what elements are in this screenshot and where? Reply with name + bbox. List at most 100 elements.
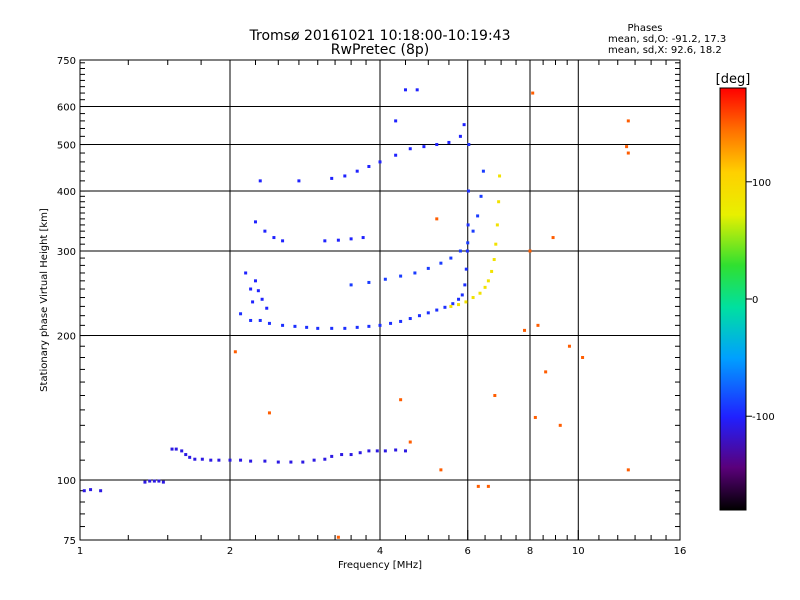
- data-point: [476, 214, 480, 218]
- data-point: [253, 220, 257, 224]
- data-point: [349, 237, 353, 241]
- colorbar-tick-label: 0: [752, 295, 758, 306]
- data-point: [449, 304, 453, 308]
- series-isolated-echoes: [233, 91, 630, 539]
- data-point: [464, 267, 468, 271]
- data-point: [378, 323, 382, 327]
- data-point: [523, 328, 527, 332]
- colorbar-tick-label: -100: [752, 412, 775, 423]
- data-point: [486, 484, 490, 488]
- data-point: [471, 296, 475, 300]
- data-point: [330, 454, 334, 458]
- data-point: [626, 468, 630, 472]
- data-point: [451, 302, 455, 306]
- data-point: [426, 311, 430, 315]
- data-point: [267, 321, 271, 325]
- y-tick-label: 500: [57, 141, 76, 152]
- data-point: [305, 325, 309, 329]
- data-point: [457, 303, 461, 307]
- data-point: [340, 453, 344, 457]
- data-point: [89, 488, 93, 492]
- data-point: [399, 398, 403, 402]
- data-point: [170, 447, 174, 451]
- data-point: [217, 458, 221, 462]
- data-point: [478, 291, 482, 295]
- data-point: [281, 323, 285, 327]
- data-point: [498, 174, 502, 178]
- data-point: [265, 306, 269, 310]
- x-tick-label: 1: [77, 546, 83, 557]
- y-tick-label: 200: [57, 332, 76, 343]
- data-point: [228, 458, 232, 462]
- x-axis-label: Frequency [MHz]: [338, 560, 422, 571]
- data-point: [458, 134, 462, 138]
- data-point: [184, 453, 188, 457]
- data-point: [253, 279, 257, 283]
- data-point: [258, 179, 262, 183]
- x-tick-label: 16: [674, 546, 687, 557]
- data-point: [358, 451, 362, 455]
- y-axis-label: Stationary phase Virtual Height [km]: [39, 208, 50, 392]
- data-point: [439, 468, 443, 472]
- data-point: [323, 239, 327, 243]
- data-point: [148, 479, 152, 483]
- data-point: [249, 287, 253, 291]
- data-point: [263, 229, 267, 233]
- data-point: [471, 229, 475, 233]
- data-point: [383, 277, 387, 281]
- data-point: [161, 480, 165, 484]
- data-point: [551, 236, 555, 240]
- data-point: [399, 274, 403, 278]
- data-point: [260, 297, 264, 301]
- data-point: [413, 271, 417, 275]
- data-point: [355, 169, 359, 173]
- data-point: [544, 370, 548, 374]
- data-point: [408, 440, 412, 444]
- data-point: [289, 460, 293, 464]
- data-point: [399, 319, 403, 323]
- data-point: [239, 312, 243, 316]
- data-point: [378, 160, 382, 164]
- data-point: [625, 145, 629, 149]
- data-point: [483, 285, 487, 289]
- data-point: [323, 457, 327, 461]
- data-point: [258, 318, 262, 322]
- data-point: [463, 283, 467, 287]
- data-point: [497, 200, 501, 204]
- data-point: [435, 308, 439, 312]
- data-point: [389, 321, 393, 325]
- data-point: [458, 249, 462, 253]
- data-point: [567, 344, 571, 348]
- x-tick-label: 4: [377, 546, 383, 557]
- data-point: [193, 457, 197, 461]
- data-point: [383, 449, 387, 453]
- series-spread-f-echoes: [244, 88, 466, 310]
- data-point: [301, 460, 305, 464]
- data-point: [375, 449, 379, 453]
- data-point: [293, 324, 297, 328]
- data-point: [426, 266, 430, 270]
- y-tick-label: 600: [57, 103, 76, 114]
- data-point: [626, 151, 630, 155]
- data-point: [394, 153, 398, 157]
- data-point: [449, 256, 453, 260]
- data-point: [447, 140, 451, 144]
- y-tick-label: 750: [57, 56, 76, 67]
- data-point: [367, 449, 371, 453]
- data-point: [336, 535, 340, 539]
- data-point: [457, 297, 461, 301]
- data-point: [581, 355, 585, 359]
- series-f-layer-upper-o-trace: [349, 169, 485, 287]
- data-point: [200, 457, 204, 461]
- y-tick-label: 100: [57, 476, 76, 487]
- data-points: [82, 88, 630, 539]
- data-point: [466, 223, 470, 227]
- data-point: [462, 123, 466, 127]
- data-point: [367, 164, 371, 168]
- data-point: [476, 484, 480, 488]
- series-e-layer-trace: [82, 447, 407, 493]
- data-point: [493, 394, 497, 398]
- data-point: [394, 119, 398, 123]
- data-point: [465, 249, 469, 253]
